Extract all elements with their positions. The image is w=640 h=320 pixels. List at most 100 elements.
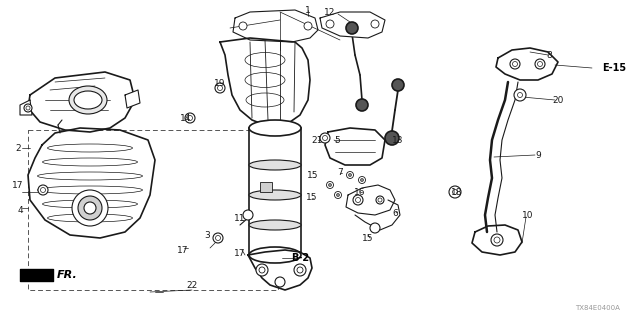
Circle shape — [335, 191, 342, 198]
Circle shape — [510, 59, 520, 69]
Text: 6: 6 — [392, 209, 398, 218]
Circle shape — [494, 237, 500, 243]
Text: 17: 17 — [12, 180, 24, 189]
Circle shape — [218, 85, 223, 91]
Text: 14: 14 — [180, 114, 192, 123]
Circle shape — [304, 22, 312, 30]
Text: 3: 3 — [204, 230, 210, 239]
Text: 21: 21 — [311, 135, 323, 145]
Circle shape — [326, 20, 334, 28]
Bar — [28, 130, 278, 290]
Text: 19: 19 — [214, 78, 226, 87]
Circle shape — [323, 135, 328, 140]
Circle shape — [256, 264, 268, 276]
Polygon shape — [125, 90, 140, 108]
Circle shape — [40, 188, 45, 193]
Circle shape — [513, 61, 518, 67]
Circle shape — [24, 104, 32, 112]
Polygon shape — [233, 10, 318, 42]
Circle shape — [84, 202, 96, 214]
Circle shape — [243, 210, 253, 220]
Text: FR.: FR. — [57, 270, 77, 280]
Polygon shape — [472, 225, 522, 255]
Text: 2: 2 — [15, 143, 21, 153]
Text: 13: 13 — [392, 135, 404, 145]
Polygon shape — [28, 128, 155, 238]
Text: 7: 7 — [337, 167, 343, 177]
Text: 16: 16 — [355, 188, 365, 196]
Circle shape — [26, 106, 30, 110]
Circle shape — [371, 20, 379, 28]
Circle shape — [392, 79, 404, 91]
Circle shape — [213, 233, 223, 243]
Polygon shape — [325, 128, 385, 165]
Text: B-2: B-2 — [291, 253, 309, 263]
Bar — [249, 128, 301, 255]
Circle shape — [38, 185, 48, 195]
Polygon shape — [496, 48, 558, 80]
Circle shape — [355, 197, 360, 203]
Circle shape — [449, 186, 461, 198]
Circle shape — [452, 189, 458, 195]
Text: 18: 18 — [451, 188, 463, 196]
Circle shape — [215, 83, 225, 93]
Bar — [260, 182, 272, 192]
Circle shape — [378, 198, 382, 202]
Circle shape — [518, 92, 522, 98]
Circle shape — [385, 131, 399, 145]
Circle shape — [275, 277, 285, 287]
Ellipse shape — [249, 190, 301, 200]
Text: 1: 1 — [305, 5, 311, 14]
Text: 11: 11 — [234, 213, 246, 222]
Text: 20: 20 — [552, 95, 564, 105]
Circle shape — [188, 116, 193, 121]
Text: 15: 15 — [307, 193, 317, 202]
Circle shape — [370, 223, 380, 233]
Text: 8: 8 — [546, 51, 552, 60]
Circle shape — [535, 59, 545, 69]
Text: 22: 22 — [186, 281, 198, 290]
Text: 9: 9 — [535, 150, 541, 159]
Text: 17: 17 — [177, 245, 189, 254]
Circle shape — [78, 196, 102, 220]
Circle shape — [328, 183, 332, 187]
Ellipse shape — [249, 220, 301, 230]
Circle shape — [239, 22, 247, 30]
Circle shape — [326, 181, 333, 188]
Text: E-15: E-15 — [602, 63, 626, 73]
Text: 17: 17 — [234, 250, 246, 259]
Ellipse shape — [249, 120, 301, 136]
Circle shape — [360, 179, 364, 181]
Circle shape — [259, 267, 265, 273]
Text: 10: 10 — [522, 211, 534, 220]
Circle shape — [358, 177, 365, 183]
Polygon shape — [320, 12, 385, 38]
Circle shape — [294, 264, 306, 276]
Ellipse shape — [249, 160, 301, 170]
Text: 4: 4 — [17, 205, 23, 214]
Text: 12: 12 — [324, 7, 336, 17]
Polygon shape — [248, 250, 312, 290]
Polygon shape — [20, 100, 32, 115]
Circle shape — [356, 99, 368, 111]
Text: 15: 15 — [362, 234, 374, 243]
Circle shape — [297, 267, 303, 273]
Circle shape — [538, 61, 543, 67]
Circle shape — [349, 173, 351, 177]
Polygon shape — [346, 185, 395, 215]
Circle shape — [346, 172, 353, 179]
Circle shape — [353, 195, 363, 205]
Circle shape — [216, 236, 221, 241]
Circle shape — [491, 234, 503, 246]
Circle shape — [185, 113, 195, 123]
Text: 5: 5 — [334, 135, 340, 145]
Circle shape — [376, 196, 384, 204]
Circle shape — [337, 194, 339, 196]
Text: 15: 15 — [307, 171, 319, 180]
Text: TX84E0400A: TX84E0400A — [575, 305, 620, 311]
Polygon shape — [220, 38, 310, 125]
Ellipse shape — [74, 91, 102, 109]
Circle shape — [320, 133, 330, 143]
Ellipse shape — [249, 247, 301, 263]
Circle shape — [346, 22, 358, 34]
